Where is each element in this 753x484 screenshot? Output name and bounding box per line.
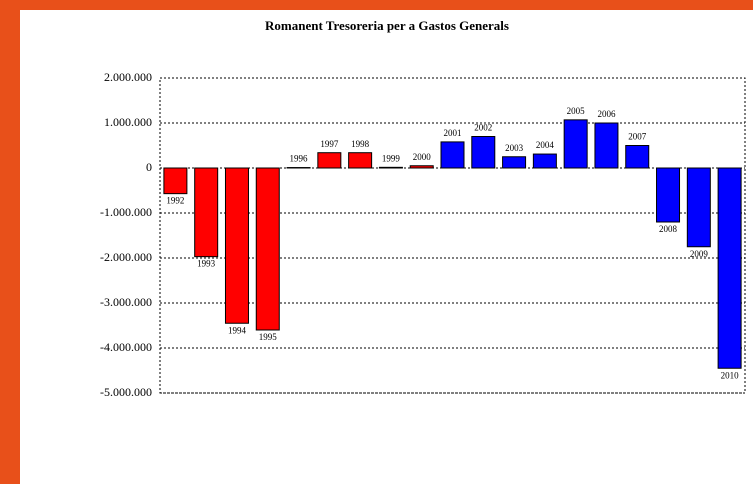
y-tick-label: -3.000.000 bbox=[100, 295, 152, 309]
bar bbox=[255, 167, 280, 331]
panel bbox=[20, 10, 753, 484]
bar bbox=[471, 136, 496, 169]
bar bbox=[440, 141, 465, 169]
bar-label: 2003 bbox=[505, 143, 524, 153]
bar-label: 1998 bbox=[351, 139, 370, 149]
bar-label: 1992 bbox=[166, 196, 184, 206]
y-tick-label: -1.000.000 bbox=[100, 205, 152, 219]
bar bbox=[717, 167, 742, 369]
bar bbox=[502, 156, 527, 169]
bar-label: 2005 bbox=[567, 106, 586, 116]
bar bbox=[409, 165, 434, 169]
bar-label: 1994 bbox=[228, 325, 247, 335]
bar-label: 2008 bbox=[659, 224, 678, 234]
bar bbox=[348, 152, 373, 169]
bar-label: 1993 bbox=[197, 259, 216, 269]
bar-label: 1999 bbox=[382, 153, 401, 163]
bar bbox=[378, 166, 403, 169]
bar bbox=[594, 122, 619, 169]
bar-label: 2010 bbox=[721, 370, 740, 380]
bar bbox=[224, 167, 249, 324]
chart-title: Romanent Tresoreria per a Gastos General… bbox=[265, 18, 509, 33]
bar bbox=[532, 153, 557, 169]
y-tick-label: -2.000.000 bbox=[100, 250, 152, 264]
y-tick-label: -4.000.000 bbox=[100, 340, 152, 354]
bar bbox=[194, 167, 219, 258]
bar-label: 2000 bbox=[413, 152, 432, 162]
y-tick-label: 0 bbox=[146, 160, 152, 174]
y-tick-label: 2.000.000 bbox=[104, 70, 152, 84]
y-tick-label: 1.000.000 bbox=[104, 115, 152, 129]
bar bbox=[656, 167, 681, 223]
bar-label: 2001 bbox=[444, 128, 462, 138]
bar-label: 2007 bbox=[628, 132, 647, 142]
bar bbox=[625, 145, 650, 169]
bar-label: 2004 bbox=[536, 140, 555, 150]
y-tick-label: -5.000.000 bbox=[100, 385, 152, 399]
bar-label: 2009 bbox=[690, 249, 709, 259]
bar-label: 1995 bbox=[259, 332, 278, 342]
bar-label: 1997 bbox=[320, 139, 339, 149]
bar bbox=[163, 167, 188, 195]
bar-label: 2006 bbox=[597, 109, 616, 119]
bar-label: 1996 bbox=[290, 154, 309, 164]
bar bbox=[686, 167, 711, 248]
bar-label: 2002 bbox=[474, 123, 492, 133]
bar bbox=[563, 119, 588, 169]
bar bbox=[317, 152, 342, 169]
